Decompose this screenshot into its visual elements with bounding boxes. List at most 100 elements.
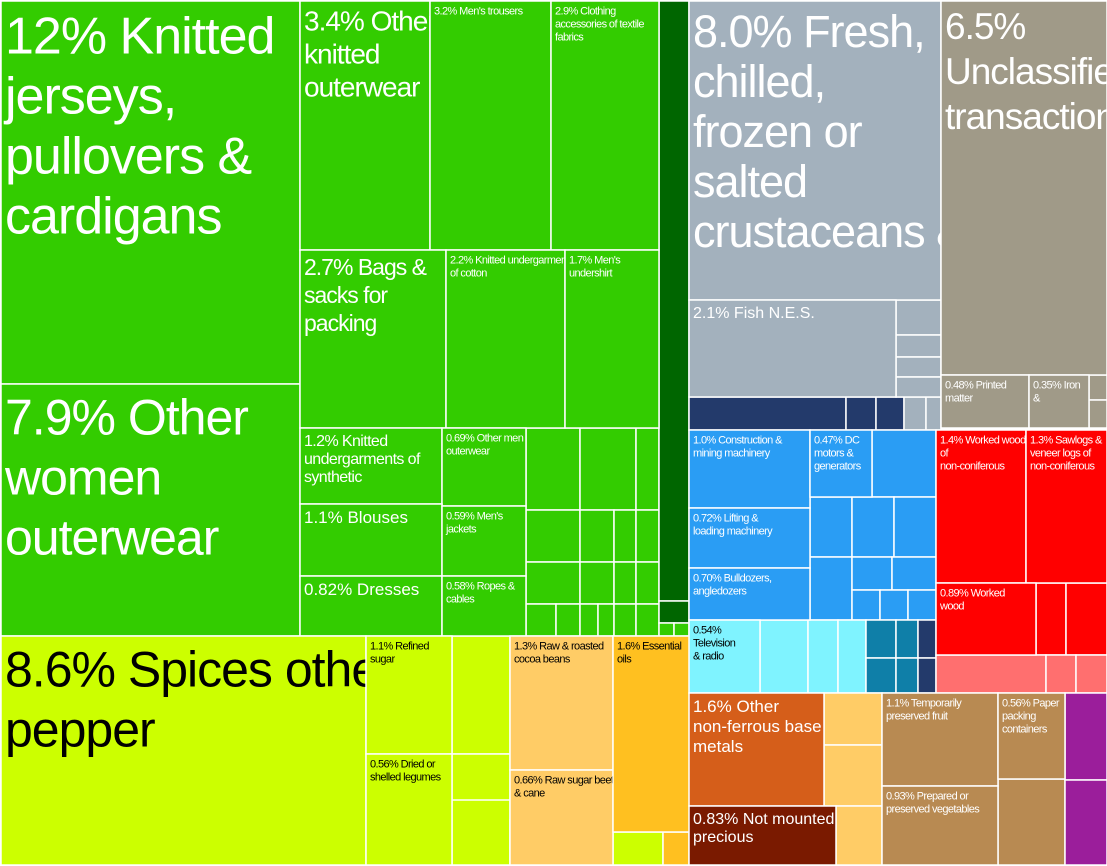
treemap-cell-unlabeled-15 <box>579 603 599 637</box>
treemap-cell-1-1-temporarily-preserved-fruit <box>881 692 999 787</box>
treemap-cell-1-3-raw-roasted-cocoa-beans <box>509 635 614 771</box>
treemap-cell-1-6-essential-oils <box>612 635 691 833</box>
treemap-cell-0-56-paper-packing-containers <box>997 692 1066 780</box>
treemap-cell-1-1-refined-sugar <box>365 635 453 755</box>
treemap-cell-unlabeled-44 <box>893 496 937 558</box>
treemap-cell-0-56-dried-or-shelled-legumes <box>365 753 453 866</box>
treemap-cell-1-6-other-non-ferrous-base-metals-label: 1.6% Other non-ferrous base metals <box>693 697 822 756</box>
treemap-cell-unlabeled-41 <box>871 429 937 498</box>
treemap-cell-2-7-bags-sacks-for-packing-label: 2.7% Bags & sacks for packing <box>304 254 427 336</box>
treemap-cell-1-6-essential-oils-label: 1.6% Essential oils <box>617 640 682 665</box>
treemap-cell-unlabeled-58 <box>895 657 919 694</box>
treemap-cell-unlabeled-8 <box>635 509 660 563</box>
treemap-cell-unlabeled-37 <box>895 356 942 378</box>
treemap-cell-0-72-lifting-loading-machinery <box>688 507 811 569</box>
treemap-cell-unlabeled-63 <box>1045 654 1077 694</box>
treemap-cell-unlabeled-61 <box>1065 582 1107 656</box>
treemap-cell-0-70-bulldozers-angledozers-label: 0.70% Bulldozers, angledozers <box>693 572 772 597</box>
treemap-cell-0-47-dc-motors-generators-label: 0.47% DC motors & generators <box>814 434 862 472</box>
treemap-cell-0-66-raw-sugar-beet-cane-label: 0.66% Raw sugar beet & cane <box>514 774 614 799</box>
treemap-cell-unlabeled-12 <box>635 561 660 605</box>
treemap-cell-0-59-men-s-jackets-label: 0.59% Men's jackets <box>445 510 504 535</box>
treemap-cell-unlabeled-43 <box>851 496 895 558</box>
treemap-cell-2-9-clothing-accessories-of-textile-fabrics <box>550 0 660 251</box>
treemap-cell-1-3-sawlogs-veneer-logs-of-non-coniferous <box>1025 429 1107 584</box>
treemap-cell-0-35-iron <box>1028 374 1090 429</box>
treemap-cell-unlabeled-34 <box>925 396 942 431</box>
treemap-cell-1-1-refined-sugar-label: 1.1% Refined sugar <box>370 640 429 665</box>
treemap-cell-6-5-unclassified-transactions <box>940 0 1107 376</box>
treemap-cell-unlabeled-68 <box>997 778 1066 866</box>
treemap-cell-3-4-other-knitted-outerwear-label: 3.4% Other knitted outerwear <box>304 6 436 103</box>
treemap-cell-2-1-fish-n-e-s-label: 2.1% Fish N.E.S. <box>693 305 815 322</box>
treemap-cell-unlabeled-56 <box>917 619 937 659</box>
treemap-cell-unlabeled-70 <box>1064 779 1107 866</box>
treemap-cell-2-7-bags-sacks-for-packing <box>299 249 447 429</box>
treemap-cell-unlabeled-11 <box>613 561 637 605</box>
treemap-cell-0-58-ropes-cables-label: 0.58% Ropes & cables <box>446 580 516 605</box>
treemap-cell-0-69-other-men-outerwear-label: 0.69% Other men outerwear <box>446 432 524 457</box>
treemap-cell-unlabeled-54 <box>865 619 897 659</box>
treemap-cell-unlabeled-20 <box>658 600 690 624</box>
treemap-cell-3-2-men-s-trousers-label: 3.2% Men's trousers <box>434 5 524 17</box>
treemap-cell-0-72-lifting-loading-machinery-label: 0.72% Lifting & loading machinery <box>693 512 773 537</box>
treemap-cell-unlabeled-49 <box>879 589 909 621</box>
treemap-cell-unlabeled-38 <box>895 376 942 398</box>
treemap-cell-0-93-prepared-or-preserved-vegetables <box>881 785 999 866</box>
treemap-cell-1-7-men-s-undershirt-label: 1.7% Men's undershirt <box>569 254 621 279</box>
treemap-cell-0-56-dried-or-shelled-legumes-label: 0.56% Dried or shelled legumes <box>370 758 442 783</box>
treemap-cell-unlabeled-42 <box>809 496 853 558</box>
treemap-cell-unlabeled-46 <box>851 556 893 591</box>
treemap-cell-8-6-spices-other-than-pepper-label: 8.6% Spices other than pepper <box>5 642 500 758</box>
treemap-cell-unlabeled-40 <box>1088 399 1107 429</box>
treemap-cell-0-83-not-mounted-precious <box>688 805 837 866</box>
treemap-cell-8-0-fresh-chilled-frozen-or-salted-crustaceans-label: 8.0% Fresh, chilled, frozen or salted crusta… <box>693 6 966 257</box>
treemap-cell-unlabeled-53 <box>837 619 867 694</box>
treemap-cell-2-2-knitted-undergarments-of-cotton-label: 2.2% Knitted undergarments of cotton <box>450 254 575 279</box>
treemap-cell-unlabeled-36 <box>895 334 942 358</box>
treemap-cell-unlabeled-3 <box>579 427 637 511</box>
treemap-cell-unlabeled-4 <box>635 427 660 511</box>
treemap-cell-0-56-paper-packing-containers-label: 0.56% Paper packing containers <box>1002 697 1060 735</box>
treemap-cell-1-3-raw-roasted-cocoa-beans-label: 1.3% Raw & roasted cocoa beans <box>514 640 604 665</box>
treemap-cell-1-4-worked-wood-of-non-coniferous-label: 1.4% Worked wood of non-coniferous <box>940 434 1026 472</box>
treemap-cell-unlabeled-57 <box>865 657 897 694</box>
treemap-cell-unlabeled-64 <box>1075 654 1107 694</box>
treemap-cell-unlabeled-62 <box>935 654 1047 694</box>
treemap-cell-unlabeled-30 <box>688 396 847 431</box>
treemap-cell-unlabeled-67 <box>835 805 883 866</box>
treemap-cell-2-2-knitted-undergarments-of-cotton <box>445 249 566 429</box>
treemap-cell-0-59-men-s-jackets <box>441 505 527 577</box>
treemap-cell-0-54-television-radio <box>688 619 761 694</box>
treemap-cell-unlabeled-50 <box>907 589 937 621</box>
treemap-cell-unlabeled-29 <box>662 831 690 866</box>
treemap-cell-unlabeled-13 <box>525 603 557 637</box>
treemap-cell-12-knitted-jerseys-pullovers-cardigans <box>0 0 301 385</box>
treemap-cell-unlabeled-5 <box>525 509 581 563</box>
treemap-cell-unlabeled-39 <box>1088 374 1107 401</box>
treemap-cell-8-6-spices-other-than-pepper <box>0 635 367 866</box>
treemap-cell-0-82-dresses-label: 0.82% Dresses <box>304 580 419 599</box>
treemap-cell-unlabeled-9 <box>525 561 581 605</box>
treemap-cell-1-4-worked-wood-of-non-coniferous <box>935 429 1027 584</box>
treemap-cell-unlabeled-59 <box>917 657 937 694</box>
treemap-cell-0-35-iron-label: 0.35% Iron & <box>1033 379 1081 404</box>
treemap-cell-unlabeled-31 <box>845 396 877 431</box>
treemap-cell-0-47-dc-motors-generators <box>809 429 873 498</box>
treemap-cell-unlabeled-69 <box>1064 692 1107 781</box>
treemap-cell-unlabeled-32 <box>875 396 905 431</box>
treemap-cell-0-48-printed-matter-label: 0.48% Printed matter <box>945 379 1007 404</box>
treemap-cell-unlabeled-60 <box>1035 582 1067 656</box>
treemap-cell-unlabeled-17 <box>613 603 637 637</box>
treemap-cell-1-2-knitted-undergarments-of-synthetic <box>299 427 443 505</box>
treemap-cell-2-9-clothing-accessories-of-textile-fabrics-label: 2.9% Clothing accessories of textile fabri… <box>555 5 644 43</box>
treemap-cell-unlabeled-33 <box>903 396 927 431</box>
treemap-cell-0-70-bulldozers-angledozers <box>688 567 811 621</box>
treemap-cell-0-83-not-mounted-precious-label: 0.83% Not mounted precious <box>693 811 834 846</box>
treemap-cell-0-66-raw-sugar-beet-cane <box>509 769 614 866</box>
treemap-cell-unlabeled-25 <box>451 799 511 866</box>
treemap-cell-unlabeled-19 <box>658 0 690 602</box>
treemap-cell-0-54-television-radio-label: 0.54% Television & radio <box>693 624 736 662</box>
treemap-cell-unlabeled-51 <box>759 619 809 694</box>
